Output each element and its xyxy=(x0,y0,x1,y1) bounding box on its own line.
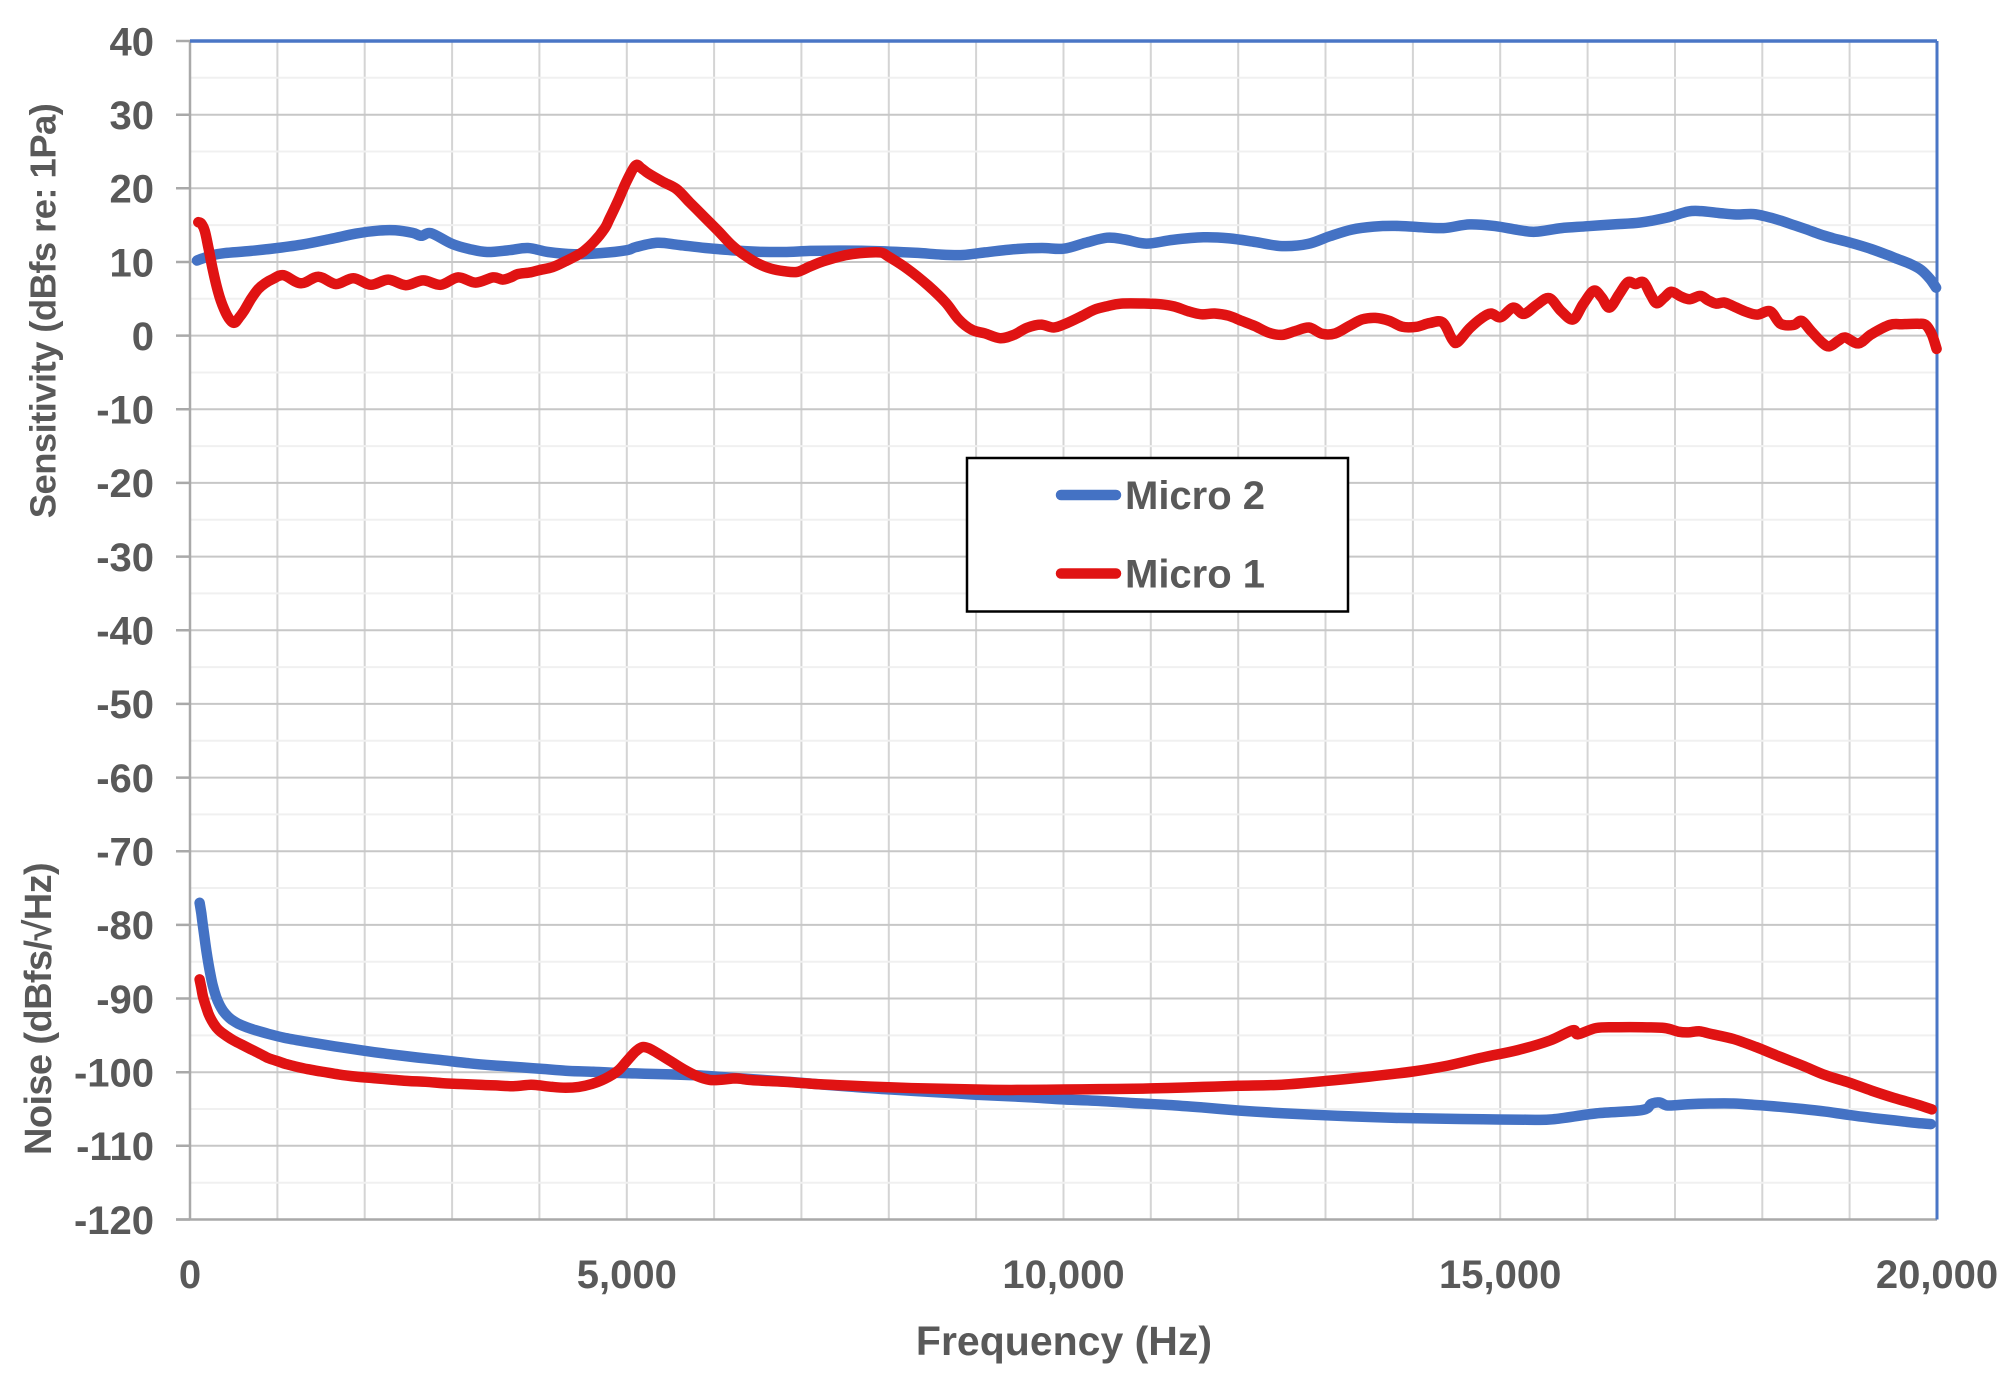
svg-text:Frequency (Hz): Frequency (Hz) xyxy=(916,1318,1212,1364)
svg-text:-70: -70 xyxy=(96,831,154,875)
svg-text:10: 10 xyxy=(110,241,155,285)
svg-text:-20: -20 xyxy=(96,462,154,506)
svg-text:5,000: 5,000 xyxy=(577,1253,677,1297)
svg-text:20,000: 20,000 xyxy=(1876,1253,1998,1297)
svg-text:30: 30 xyxy=(110,94,155,138)
svg-text:0: 0 xyxy=(132,315,154,359)
svg-text:-50: -50 xyxy=(96,683,154,727)
svg-text:-40: -40 xyxy=(96,610,154,654)
svg-text:-100: -100 xyxy=(74,1052,154,1096)
svg-text:40: 40 xyxy=(110,20,155,64)
svg-text:0: 0 xyxy=(179,1253,201,1297)
svg-text:-30: -30 xyxy=(96,536,154,580)
svg-text:Micro 1: Micro 1 xyxy=(1125,553,1265,597)
svg-text:-60: -60 xyxy=(96,757,154,801)
svg-text:Sensitivity (dBfs re: 1Pa): Sensitivity (dBfs re: 1Pa) xyxy=(23,104,64,518)
svg-text:-90: -90 xyxy=(96,978,154,1022)
svg-text:-120: -120 xyxy=(74,1199,154,1243)
svg-text:Noise (dBfs/√Hz): Noise (dBfs/√Hz) xyxy=(18,863,60,1155)
svg-text:-110: -110 xyxy=(76,1125,154,1169)
svg-text:-80: -80 xyxy=(96,904,154,948)
svg-text:-10: -10 xyxy=(96,389,154,433)
svg-text:10,000: 10,000 xyxy=(1002,1253,1124,1297)
svg-text:Micro 2: Micro 2 xyxy=(1125,474,1265,518)
svg-text:20: 20 xyxy=(110,168,155,212)
svg-text:15,000: 15,000 xyxy=(1439,1253,1561,1297)
